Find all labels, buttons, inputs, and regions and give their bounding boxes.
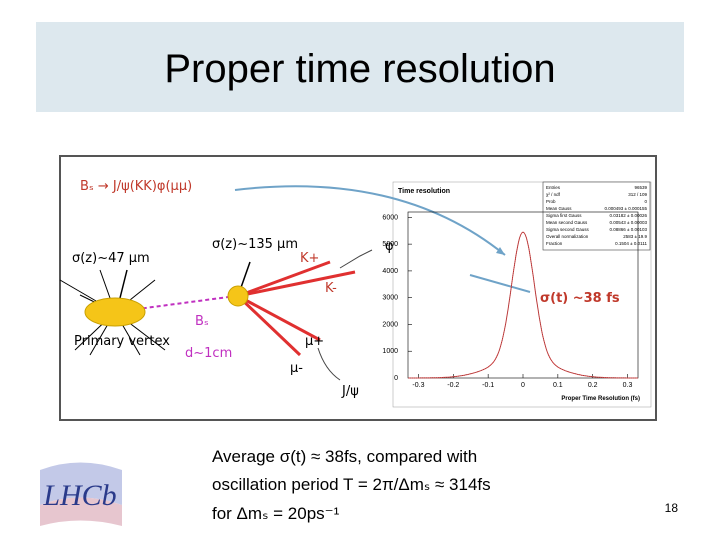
k-minus: K- xyxy=(325,281,337,296)
body-line: for Δmₛ = 20ps⁻¹ xyxy=(212,504,340,523)
k-track xyxy=(237,270,356,298)
logo-wave xyxy=(40,497,122,526)
stat-value: 312 / 109 xyxy=(628,192,647,197)
logo-text: LHCb xyxy=(42,479,116,512)
stat-value: 0.08866 ± 0.00103 xyxy=(609,227,647,232)
arrowhead xyxy=(496,247,505,255)
x-tick-label: -0.1 xyxy=(482,382,494,389)
histogram xyxy=(408,231,638,379)
k-track xyxy=(237,260,331,298)
arrow xyxy=(234,185,506,256)
distance-label: d~1cm xyxy=(185,346,232,361)
x-tick-label: -0.3 xyxy=(412,382,424,389)
title-band xyxy=(36,22,684,112)
stat-value: 96539 xyxy=(634,185,647,190)
y-tick-label: 1000 xyxy=(382,348,398,355)
mu-track xyxy=(237,294,321,342)
x-tick-label: 0.3 xyxy=(623,382,633,389)
pv-label: Primary vertex xyxy=(74,334,170,349)
x-tick-label: 0.1 xyxy=(553,382,563,389)
x-tick-label: 0.2 xyxy=(588,382,598,389)
y-tick-label: 4000 xyxy=(382,268,398,275)
secondary-vertex xyxy=(227,285,249,307)
logo: LHCb xyxy=(30,462,126,528)
stat-value: 0.000493 ± 0.000155 xyxy=(604,206,647,211)
bs-label: Bₛ xyxy=(195,314,209,329)
mu-plus: μ+ xyxy=(305,334,324,349)
plot-xlabel: Proper Time Resolution (fs) xyxy=(561,396,640,402)
stat-name: Mean second Gauss xyxy=(546,220,588,225)
decay-diagram: Bₛ → J/ψ(KK)φ(μμ) σ(z)~47 μm σ(z)~135 μm… xyxy=(59,179,394,399)
y-tick-label: 0 xyxy=(394,375,398,382)
phi-bracket xyxy=(339,249,373,269)
x-tick-label: -0.2 xyxy=(447,382,459,389)
stat-name: Entries xyxy=(546,185,561,190)
stat-value: 0.00543 ± 0.00003 xyxy=(609,220,647,225)
bs-flight xyxy=(114,295,237,313)
slide-title: Proper time resolution xyxy=(164,47,555,91)
y-tick-label: 6000 xyxy=(382,214,398,221)
page-number: 18 xyxy=(665,501,679,515)
logo-wave xyxy=(40,462,122,505)
sigma-t-label: σ(t) ~38 fs xyxy=(540,291,620,306)
k-plus: K+ xyxy=(300,251,319,266)
x-tick-label: 0 xyxy=(521,382,525,389)
stats-box: Entries 96539 χ² / ndf 312 / 109 Prob 0 Mean G… xyxy=(542,181,651,251)
stat-value: 0.03182 ± 0.00026 xyxy=(609,213,647,218)
stat-name: Sigma second Gauss xyxy=(546,227,590,232)
body-line: Average σ(t) ≈ 38fs, compared with xyxy=(212,447,477,466)
stat-name: Prob xyxy=(546,199,556,204)
y-tick-label: 5000 xyxy=(382,241,398,248)
primary-vertex xyxy=(84,297,146,327)
decay-label: Bₛ → J/ψ(KK)φ(μμ) xyxy=(80,179,192,194)
y-tick-label: 2000 xyxy=(382,321,398,328)
sigma-sv: σ(z)~135 μm xyxy=(212,237,298,252)
jpsi-bracket xyxy=(317,347,341,381)
mu-minus: μ- xyxy=(290,361,303,376)
stat-name: Fraction xyxy=(546,241,563,246)
plot-title: Time resolution xyxy=(398,188,450,195)
stat-name: Mean Gauss xyxy=(546,206,572,211)
stat-name: Overall normalization xyxy=(546,234,589,239)
stats-frame xyxy=(542,181,651,251)
stat-value: 2583 ± 19.9 xyxy=(623,234,647,239)
arrow xyxy=(469,274,531,293)
y-tick-label: 3000 xyxy=(382,295,398,302)
jpsi-label: J/ψ xyxy=(341,384,359,399)
body-line: oscillation period T = 2π/Δmₛ ≈ 314fs xyxy=(212,475,491,494)
pointer xyxy=(118,269,128,303)
stat-value: 0.1504 ± 0.0111 xyxy=(615,241,647,246)
mu-track xyxy=(236,294,302,357)
phi-label: φ xyxy=(385,239,394,254)
stat-value: 0 xyxy=(644,199,647,204)
stat-name: Sigma first Gauss xyxy=(546,213,582,218)
sigma-pv: σ(z)~47 μm xyxy=(72,251,150,266)
stat-name: χ² / ndf xyxy=(546,192,561,197)
